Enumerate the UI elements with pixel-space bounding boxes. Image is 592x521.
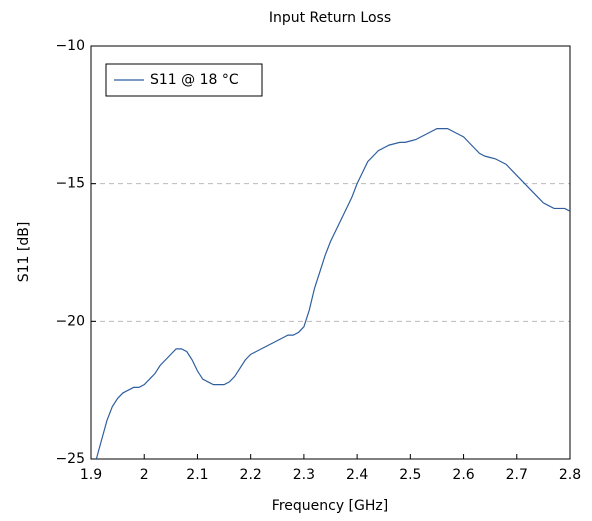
y-tick-label: −10 xyxy=(55,38,85,54)
y-tick-label: −20 xyxy=(55,313,85,329)
x-axis-label: Frequency [GHz] xyxy=(272,498,388,514)
x-tick-label: 2.5 xyxy=(399,467,421,483)
x-tick-label: 2.2 xyxy=(240,467,262,483)
legend-label: S11 @ 18 °C xyxy=(150,72,239,88)
x-tick-label: 2.7 xyxy=(506,467,528,483)
x-tick-label: 2.4 xyxy=(346,467,368,483)
x-tick-label: 2.1 xyxy=(186,467,208,483)
x-tick-label: 1.9 xyxy=(80,467,102,483)
x-tick-label: 2.8 xyxy=(559,467,581,483)
y-axis-label: S11 [dB] xyxy=(16,222,32,283)
x-tick-label: 2.3 xyxy=(293,467,315,483)
line-series xyxy=(95,128,571,460)
x-tick-label: 2.6 xyxy=(452,467,474,483)
chart-title: Input Return Loss xyxy=(269,10,391,26)
y-tick-label: −25 xyxy=(55,451,85,467)
x-tick-label: 2 xyxy=(140,467,149,483)
plot-frame xyxy=(90,45,571,460)
y-tick-label: −15 xyxy=(55,176,85,192)
